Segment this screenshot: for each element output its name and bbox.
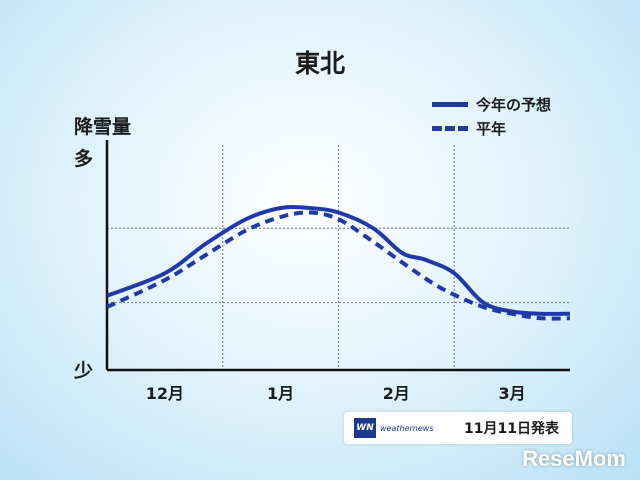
weathernews-logo: WN (354, 418, 376, 438)
axes (105, 140, 570, 372)
legend-item-forecast: 今年の予想 (432, 92, 551, 116)
x-tick-label: 1月 (267, 384, 294, 403)
x-tick-label: 12月 (146, 384, 184, 403)
x-tick-label: 3月 (499, 384, 526, 403)
grid (107, 145, 570, 370)
series-line-normal (106, 210, 571, 321)
legend-swatch-solid (432, 101, 468, 107)
x-ticks: 12月 1月 2月 3月 (146, 384, 526, 403)
legend-label-normal: 平年 (476, 119, 507, 138)
resemom-watermark: ReseMom (522, 446, 626, 471)
chart-title: 東北 (294, 49, 345, 78)
y-tick-low: 少 (74, 360, 94, 382)
announcement-date: 11月11日発表 (464, 421, 559, 437)
y-axis-label: 降雪量 (74, 116, 132, 138)
x-tick-label: 2月 (383, 384, 410, 403)
legend-label-forecast: 今年の予想 (476, 95, 552, 114)
legend-swatch-dashed (432, 125, 468, 131)
legend-item-normal: 平年 (432, 116, 551, 140)
y-tick-high: 多 (74, 148, 94, 170)
series-group (106, 204, 571, 321)
legend: 今年の予想 平年 (432, 92, 551, 140)
source-badge: WN weathernews 11月11日発表 (344, 412, 572, 444)
weathernews-brand: weathernews (380, 423, 434, 433)
series-line-forecast (106, 204, 571, 316)
